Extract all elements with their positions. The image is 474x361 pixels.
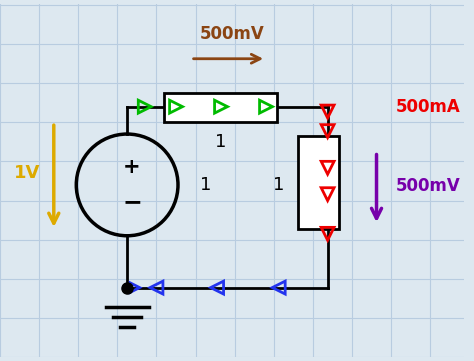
Text: 500mA: 500mA	[396, 98, 461, 116]
Text: +: +	[123, 157, 141, 177]
Text: 1V: 1V	[14, 164, 41, 182]
Text: 1: 1	[273, 176, 284, 194]
Text: 1: 1	[200, 176, 211, 194]
Text: 500mV: 500mV	[396, 177, 461, 195]
Text: 500mV: 500mV	[200, 25, 264, 43]
Bar	[164, 93, 277, 122]
Text: −: −	[122, 191, 142, 214]
Bar	[298, 136, 339, 229]
Text: 1: 1	[215, 133, 227, 151]
